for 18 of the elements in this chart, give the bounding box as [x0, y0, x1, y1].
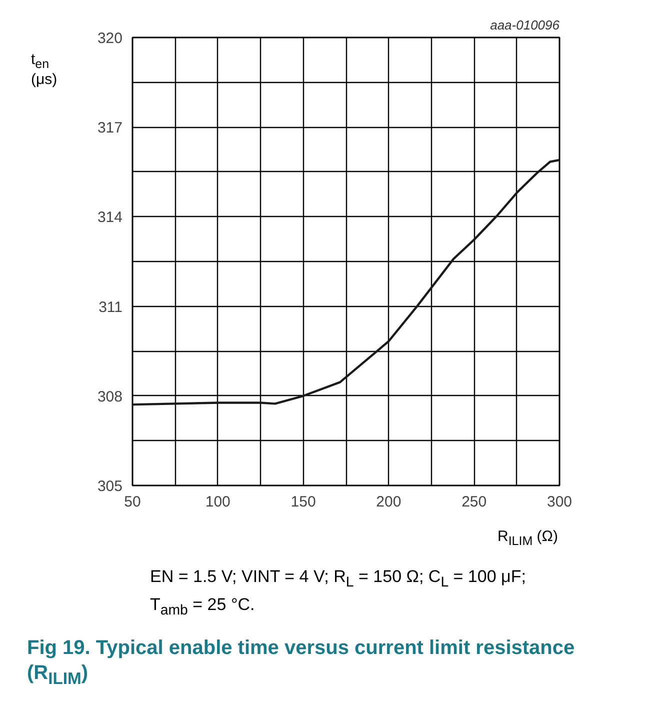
- y-tick-label: 308: [97, 388, 123, 406]
- y-axis-title: t$_{en}$ (μs): [31, 51, 58, 89]
- y-tick-label: 317: [97, 120, 123, 137]
- x-tick-label: 300: [546, 494, 572, 510]
- y-tick-label: 311: [98, 298, 123, 316]
- y-tick-label: 305: [97, 478, 123, 495]
- x-tick-label: 50: [124, 494, 141, 510]
- text: Fig 19. Typical enable time versus current limit resistance (R$_{ILIM}$): [27, 636, 576, 690]
- line-series: [132, 158, 560, 406]
- y-tick-label: 320: [97, 30, 123, 47]
- y-tick-label: 314: [97, 209, 123, 226]
- x-tick-label: 150: [290, 494, 316, 510]
- x-axis-title: R$_{ILIM}$ (Ω): [497, 527, 558, 550]
- x-tick-label: 100: [205, 494, 230, 510]
- x-tick-label: 250: [462, 494, 487, 510]
- text: aaa-010096: [490, 18, 560, 32]
- x-tick-label: 200: [376, 494, 402, 510]
- text: EN = 1.5 V; VINT = 4 V; R$_{L}$ = 150 Ω; C$_{L}$ = 100 μF; T$_{amb}$ = 25 °C.: [150, 566, 526, 618]
